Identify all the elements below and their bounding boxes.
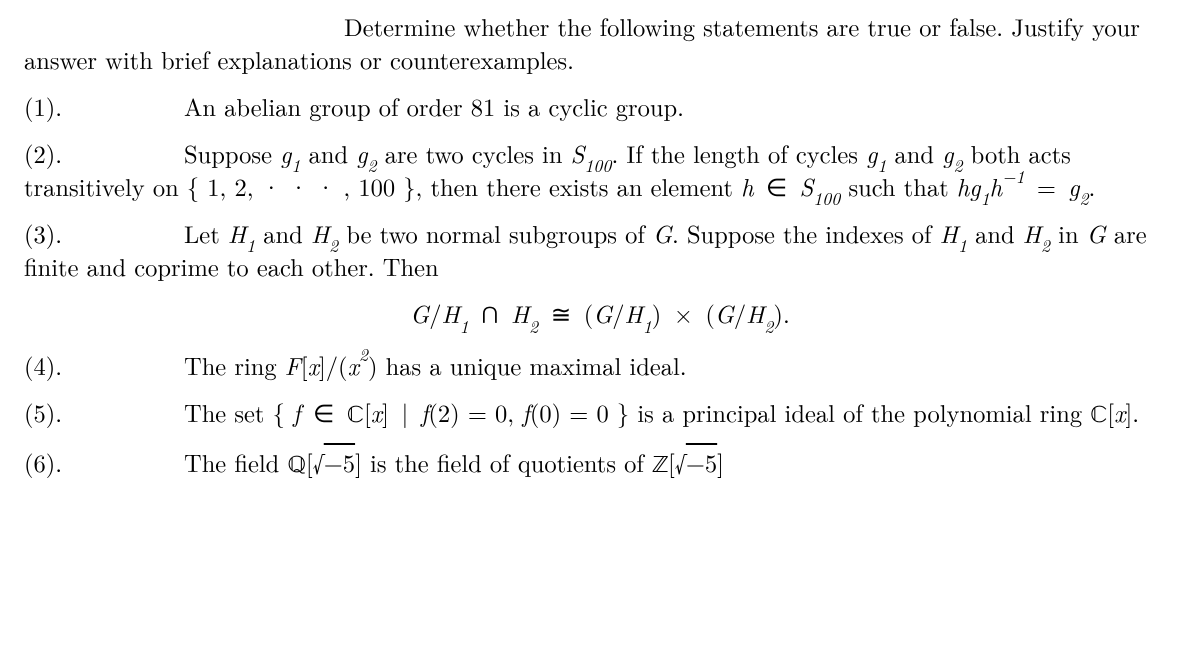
H1: H1 — [228, 216, 255, 251]
ring-Fx: F[x]/(x2) — [285, 348, 378, 383]
t: mial ring — [985, 395, 1090, 430]
H1b: H1 — [940, 216, 967, 251]
t: . Suppose the indexes of — [672, 216, 940, 251]
item-3: (3).Let H1 and H2 be two normal subgroup… — [24, 217, 1176, 283]
dot: . — [1089, 169, 1096, 204]
g2: g2 — [356, 136, 376, 171]
page: Determine whether the following statemen… — [0, 0, 1200, 482]
t: in — [1050, 216, 1087, 251]
item-1: (1).An abelian group of order 81 is a cy… — [24, 90, 1176, 123]
t: The set { — [184, 395, 293, 430]
g2c: g2 — [1068, 169, 1088, 204]
item-5-number: (5). — [24, 396, 184, 429]
g1b: g1 — [866, 136, 886, 171]
t: are two cycles in — [377, 136, 571, 171]
item-6: (6).The field ℚ[√−5] is the field of quo… — [24, 446, 1176, 482]
h: h — [741, 169, 754, 204]
t: has a unique maximal ideal. — [378, 348, 687, 383]
eq: = — [1037, 169, 1056, 204]
t: and — [967, 216, 1023, 251]
S100: S100 — [571, 136, 612, 171]
intro-paragraph: Determine whether the following statemen… — [24, 10, 1176, 76]
t: The field — [184, 445, 287, 480]
H2: H2 — [311, 216, 338, 251]
H2b: H2 — [1023, 216, 1050, 251]
set-def: f ∈ ℂ[x] | f(2) = 0, f(0) = 0 — [293, 395, 609, 430]
item-5: (5).The set { f ∈ ℂ[x] | f(2) = 0, f(0) … — [24, 396, 1176, 432]
item-6-number: (6). — [24, 446, 184, 479]
g2b: g2 — [942, 136, 962, 171]
item-4: (4).The ring F[x]/(x2) has a unique maxi… — [24, 349, 1176, 382]
in: ∈ — [766, 169, 787, 204]
t: is the field of quotients of — [362, 445, 652, 480]
dot: . — [1132, 395, 1139, 430]
G: G — [653, 216, 672, 251]
item-4-number: (4). — [24, 349, 184, 382]
item-3-formula: G/H1 ∩ H2 ≅ (G/H1) × (G/H2). — [24, 297, 1176, 330]
item-1-statement: An abelian group of order 81 is a cyclic… — [184, 89, 684, 124]
conj: hg1h−1 — [957, 169, 1025, 204]
Gb: G — [1087, 216, 1106, 251]
Qsqrt: ℚ[√−5] — [287, 445, 361, 480]
intro-text: Determine whether the following statemen… — [24, 9, 1140, 77]
t: and — [886, 136, 942, 171]
t: The ring — [184, 348, 285, 383]
item-1-number: (1). — [24, 90, 184, 123]
t: . If the length of cycles — [611, 136, 866, 171]
item-3-number: (3). — [24, 217, 184, 250]
t: and — [255, 216, 311, 251]
Zsqrt: ℤ[√−5] — [652, 445, 724, 480]
t: Suppose — [184, 136, 280, 171]
t: be two normal subgroups of — [338, 216, 653, 251]
t: Let — [184, 216, 228, 251]
item-2-number: (2). — [24, 137, 184, 170]
S100b: S100 — [799, 169, 840, 204]
Cx: ℂ[x] — [1090, 395, 1132, 430]
t: } is a principal ideal of the polyno — [609, 395, 986, 430]
g1: g1 — [280, 136, 300, 171]
t: such that — [840, 169, 957, 204]
item-2: (2).Suppose g1 and g2 are two cycles in … — [24, 137, 1176, 203]
t: and — [300, 136, 356, 171]
